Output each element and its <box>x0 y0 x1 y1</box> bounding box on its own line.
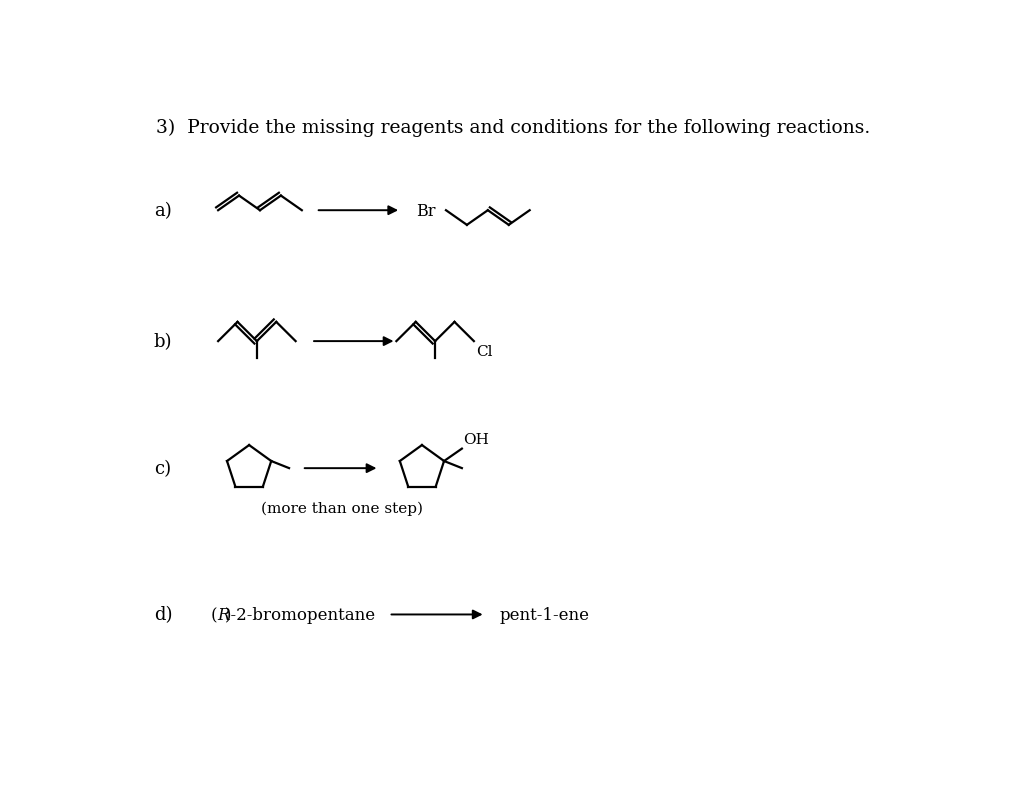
Text: a): a) <box>154 202 171 220</box>
Text: Cl: Cl <box>476 344 492 359</box>
Text: (more than one step): (more than one step) <box>261 501 423 516</box>
Text: c): c) <box>154 459 171 478</box>
Text: b): b) <box>154 332 172 351</box>
Text: pent-1-ene: pent-1-ene <box>499 606 589 623</box>
Text: d): d) <box>154 605 172 624</box>
Text: 3)  Provide the missing reagents and conditions for the following reactions.: 3) Provide the missing reagents and cond… <box>156 119 870 137</box>
Text: R: R <box>218 606 230 623</box>
Text: Br: Br <box>417 202 437 219</box>
Text: OH: OH <box>463 433 489 446</box>
Text: (: ( <box>211 606 217 623</box>
Text: )-2-bromopentane: )-2-bromopentane <box>225 606 377 623</box>
